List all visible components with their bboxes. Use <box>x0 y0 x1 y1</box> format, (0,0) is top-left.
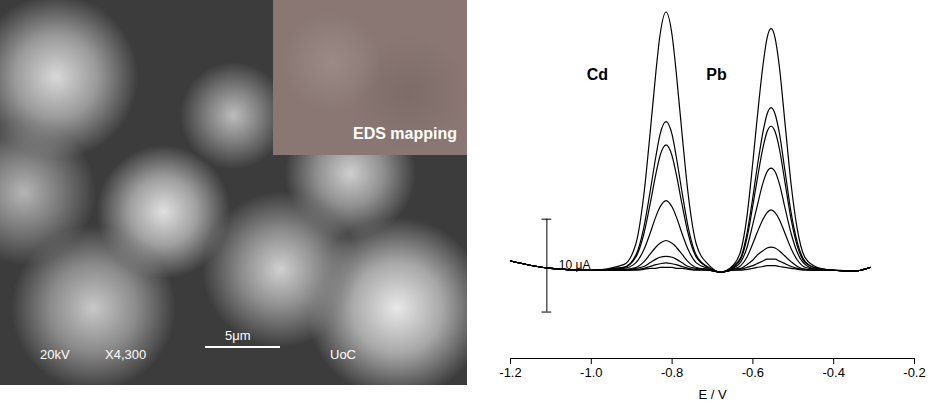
html-text:5μm: 5μm <box>225 328 251 343</box>
svg-text:Cd: Cd <box>587 66 608 83</box>
html-text:EDS mapping: EDS mapping <box>353 125 457 142</box>
svg-text:Pb: Pb <box>706 66 727 83</box>
svg-text:-0.8: -0.8 <box>661 365 683 380</box>
html-text:UoC: UoC <box>330 347 356 362</box>
svg-text:E / V: E / V <box>698 387 727 402</box>
svg-text:-0.4: -0.4 <box>822 365 844 380</box>
svg-text:10 μA: 10 μA <box>559 258 591 272</box>
svg-text:-0.6: -0.6 <box>742 365 764 380</box>
svg-text:-1.0: -1.0 <box>580 365 602 380</box>
html-text:20kV: 20kV <box>40 347 70 362</box>
svg-text:-0.2: -0.2 <box>903 365 925 380</box>
svg-text:-1.2: -1.2 <box>499 365 521 380</box>
html-text:X4,300: X4,300 <box>105 347 147 362</box>
